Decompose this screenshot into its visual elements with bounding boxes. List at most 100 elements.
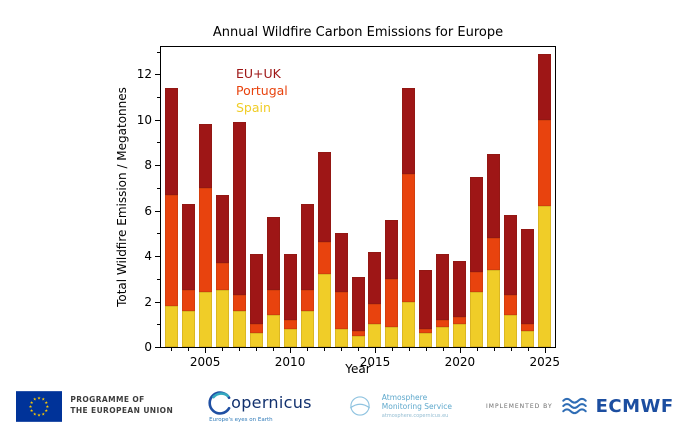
x-tick [544, 348, 546, 353]
y-minor-tick [157, 97, 160, 98]
bar-2017-spain [402, 301, 416, 347]
y-minor-tick [157, 324, 160, 326]
chart-title: Annual Wildfire Carbon Emissions for Eur… [212, 25, 504, 40]
bar-2015-spain [368, 324, 382, 347]
bar-2007-euuk [232, 122, 246, 295]
x-minor-tick [358, 348, 359, 351]
bar-2020-portugal [453, 317, 467, 325]
footer: ★ ★ ★ ★ ★ ★ ★ ★ ★ ★ ★ ★ PROGRAMME OF THE EUROPEAN U… [0, 383, 690, 429]
bar-2010-euuk [283, 253, 297, 320]
bar-2005-spain [198, 292, 212, 347]
bar-2011-spain [300, 310, 314, 347]
eu-programme-line1: PROGRAMME OF [70, 395, 145, 405]
bar-2012-portugal [317, 242, 331, 275]
x-minor-tick [171, 348, 173, 351]
x-tick-label: 2025 [529, 355, 561, 369]
x-minor-tick [510, 348, 512, 351]
cams-icon [349, 396, 370, 416]
bar-2004-portugal [181, 290, 195, 311]
bar-2010-spain [283, 328, 297, 347]
bar-2018-spain [419, 333, 433, 347]
y-tick-label: 10 [136, 112, 152, 127]
legend-item-spain: Spain [236, 100, 271, 115]
bar-2010-portugal [283, 319, 297, 329]
bar-2023-spain [504, 315, 518, 347]
bar-2006-portugal [215, 262, 229, 291]
bar-2011-portugal [300, 290, 314, 311]
svg-text:★: ★ [42, 411, 46, 416]
y-tick [155, 256, 160, 258]
svg-text:★: ★ [46, 404, 50, 409]
x-minor-tick [256, 348, 258, 351]
bar-2024-portugal [521, 324, 535, 332]
svg-text:★: ★ [29, 404, 33, 409]
x-tick-label: 2010 [274, 355, 306, 369]
y-tick [155, 347, 160, 348]
x-minor-tick [239, 348, 241, 351]
y-tick [155, 301, 160, 303]
cams-logo: Atmosphere Monitoring Service atmosphere… [346, 392, 452, 420]
copernicus-name: opernicus [231, 393, 312, 412]
bar-2019-portugal [436, 319, 450, 327]
ecmwf-logo: IMPLEMENTED BY ECMWF [486, 395, 674, 417]
bar-2012-spain [317, 274, 331, 347]
x-tick [459, 348, 461, 353]
bar-2008-euuk [249, 253, 263, 325]
bar-2007-portugal [232, 294, 246, 311]
bar-2017-portugal [402, 174, 416, 302]
bar-2011-euuk [300, 203, 314, 291]
x-tick [290, 348, 292, 353]
x-minor-tick [391, 348, 393, 351]
bar-2009-spain [266, 315, 280, 347]
bar-2023-portugal [504, 294, 518, 316]
bar-2013-spain [334, 328, 348, 347]
y-minor-tick [157, 233, 160, 235]
bar-2021-euuk [470, 176, 484, 272]
bar-2015-portugal [368, 303, 382, 325]
y-minor-tick [157, 187, 160, 189]
ecmwf-icon [561, 397, 587, 415]
y-tick [155, 119, 160, 121]
copernicus-tagline: Europe's eyes on Earth [209, 416, 273, 423]
y-axis-label: Total Wildfire Emission / Megatonnes [115, 87, 129, 307]
bar-2013-euuk [334, 233, 348, 293]
bar-2008-portugal [249, 324, 263, 334]
bar-2005-euuk [198, 124, 212, 188]
x-axis-label: Year [345, 362, 371, 376]
svg-text:★: ★ [37, 412, 41, 417]
bar-2005-portugal [198, 187, 212, 293]
x-minor-tick [476, 348, 478, 351]
bar-2022-spain [487, 269, 501, 347]
y-minor-tick [157, 278, 160, 280]
plot-area: EU+UK Portugal Spain 0 2 4 6 8 10 12 2005 2010 20… [137, 46, 560, 369]
bar-2004-euuk [181, 203, 195, 291]
x-minor-tick [408, 348, 410, 351]
bar-2023-euuk [504, 215, 518, 295]
eu-programme-line2: THE EUROPEAN UNION [70, 406, 174, 415]
x-tick [374, 348, 376, 353]
svg-text:★: ★ [45, 408, 49, 413]
implemented-by-label: IMPLEMENTED BY [486, 402, 553, 410]
bar-2018-euuk [419, 269, 433, 329]
bar-2024-spain [521, 331, 535, 347]
bar-2007-spain [232, 310, 246, 347]
bar-2021-spain [470, 292, 484, 347]
x-tick-label: 2020 [444, 355, 476, 369]
bar-2025-spain [538, 206, 552, 347]
bar-2024-euuk [521, 228, 535, 325]
cams-name-line1: Atmosphere [381, 393, 428, 402]
y-tick-label: 4 [144, 249, 152, 264]
bar-2003-portugal [164, 194, 178, 307]
cams-name-line2: Monitoring Service [381, 402, 453, 411]
svg-text:★: ★ [30, 399, 34, 404]
legend: EU+UK Portugal Spain [236, 65, 288, 116]
bar-2014-euuk [351, 276, 365, 332]
svg-text:★: ★ [30, 408, 34, 413]
y-tick-label: 6 [144, 203, 152, 218]
x-minor-tick [188, 348, 190, 351]
svg-text:★: ★ [33, 396, 37, 401]
x-tick-label: 2015 [359, 355, 391, 369]
bar-2009-portugal [266, 290, 280, 316]
bar-2021-portugal [470, 272, 484, 293]
y-tick [155, 210, 160, 212]
